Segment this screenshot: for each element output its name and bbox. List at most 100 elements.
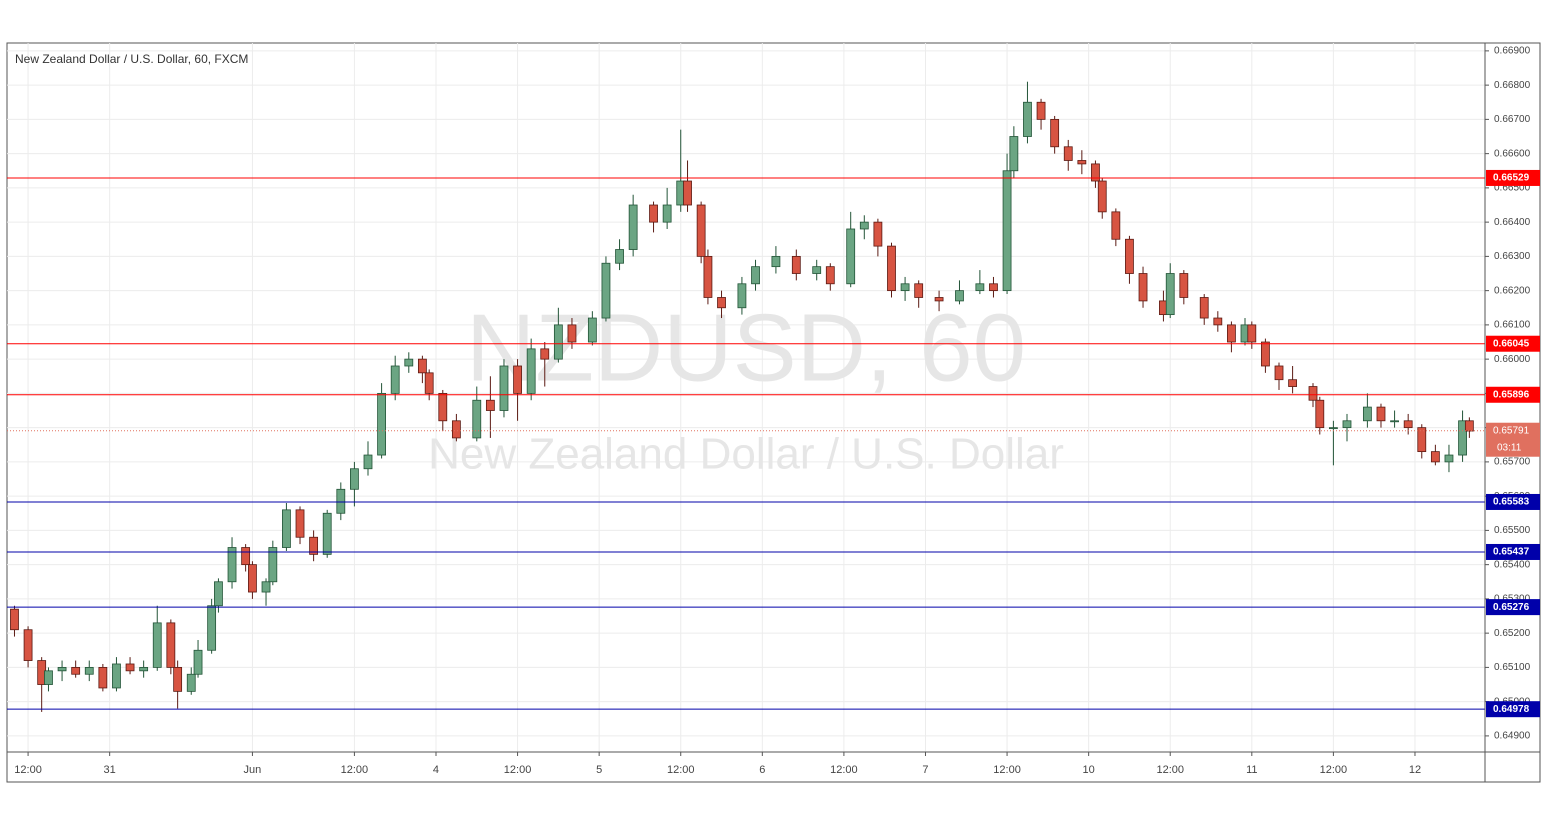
level-label: 0.65276 <box>1493 602 1530 613</box>
candle-body <box>227 547 237 583</box>
y-tick-label: 0.66500 <box>1494 183 1531 194</box>
candle-body <box>261 581 271 593</box>
axes: 0.649000.650000.651000.652000.653000.654… <box>14 46 1540 776</box>
y-tick-label: 0.66800 <box>1494 80 1531 91</box>
candle-body <box>390 365 400 394</box>
candle-body <box>173 666 183 692</box>
candle-body <box>737 283 747 309</box>
level-label: 0.66045 <box>1493 338 1530 349</box>
candle-body <box>662 204 672 223</box>
y-tick-label: 0.66400 <box>1494 217 1531 228</box>
candle-body <box>1091 163 1100 182</box>
candle-body <box>1274 365 1284 381</box>
level-label: 0.65437 <box>1493 547 1530 558</box>
watermark-subtitle: New Zealand Dollar / U.S. Dollar <box>428 430 1064 479</box>
candle-body <box>1002 170 1012 292</box>
x-tick-label: 10 <box>1083 764 1095 776</box>
candle-body <box>1315 399 1325 429</box>
candle-body <box>649 204 658 223</box>
candle-body <box>1227 324 1236 343</box>
candle-body <box>1430 451 1440 463</box>
candle-body <box>472 399 482 439</box>
y-tick-label: 0.66300 <box>1494 251 1531 262</box>
y-tick-label: 0.66000 <box>1494 354 1531 365</box>
candle-body <box>683 180 692 206</box>
candle-body <box>1213 317 1223 326</box>
level-label: 0.64978 <box>1493 704 1530 715</box>
level-label-bg <box>1486 543 1540 560</box>
candle-body <box>207 605 217 651</box>
x-tick-label: 11 <box>1246 764 1257 776</box>
candle-body <box>417 358 427 374</box>
level-label-bg <box>1486 493 1540 510</box>
x-tick-label: 12:00 <box>341 764 369 776</box>
candle-body <box>377 392 386 456</box>
x-tick-label: 12:00 <box>1320 764 1348 776</box>
frame <box>6 42 1541 783</box>
y-tick-label: 0.65700 <box>1494 457 1531 468</box>
candle-body <box>1464 420 1474 432</box>
grid <box>7 43 1485 752</box>
candle-body <box>526 348 536 394</box>
candle-body <box>1138 273 1148 302</box>
candle-body <box>152 622 162 668</box>
y-tick-label: 0.66600 <box>1494 148 1531 159</box>
candle-body <box>10 608 19 631</box>
candle-body <box>1165 273 1175 316</box>
candle-body <box>112 663 121 689</box>
candle-body <box>1288 379 1298 387</box>
candle-body <box>628 204 638 250</box>
x-tick-label: 12:00 <box>993 764 1021 776</box>
x-tick-label: 6 <box>759 764 765 776</box>
candle-body <box>1125 238 1134 274</box>
y-tick-label: 0.66900 <box>1494 46 1531 57</box>
x-tick-label: Jun <box>244 764 262 776</box>
candle-body <box>1342 420 1352 429</box>
plot <box>7 81 1485 712</box>
candle-body <box>1390 420 1399 423</box>
candle-body <box>336 488 346 514</box>
candle-body <box>1247 324 1257 343</box>
x-tick-label: 31 <box>104 764 116 776</box>
x-tick-label: 12:00 <box>667 764 695 776</box>
candle-body <box>282 509 291 548</box>
candle-body <box>553 324 563 360</box>
candle-body <box>1403 420 1413 429</box>
candle-body <box>1036 101 1046 120</box>
candle-body <box>615 249 624 264</box>
x-tick-label: 5 <box>596 764 602 776</box>
candle-body <box>485 399 495 411</box>
y-tick-label: 0.65300 <box>1494 594 1531 605</box>
candle-body <box>1009 136 1019 172</box>
candle-body <box>1362 406 1372 422</box>
watermark: NZDUSD, 60 <box>466 294 1026 401</box>
candle-body <box>1444 454 1454 463</box>
candle-body <box>1097 180 1107 213</box>
candle-body <box>1328 427 1338 430</box>
candle-body <box>771 255 781 268</box>
candle-body <box>989 283 998 292</box>
candle-body <box>193 649 203 675</box>
candle-body <box>1261 341 1270 367</box>
candle-body <box>241 547 251 566</box>
candle-body <box>424 372 434 394</box>
y-tick-label: 0.66700 <box>1494 114 1531 125</box>
candle-body <box>404 358 414 367</box>
candle-body <box>71 666 81 675</box>
candle-body <box>186 673 196 692</box>
level-label: 0.65583 <box>1493 497 1530 508</box>
y-tick-label: 0.65100 <box>1494 662 1531 673</box>
candle-body <box>248 564 257 593</box>
candle-body <box>1417 427 1427 453</box>
x-tick-label: 12:00 <box>504 764 532 776</box>
candle-body <box>1376 406 1386 422</box>
candle-body <box>1111 211 1121 240</box>
y-tick-label: 0.66100 <box>1494 320 1531 331</box>
x-tick-label: 7 <box>922 764 928 776</box>
candle-body <box>214 581 223 607</box>
candle-body <box>309 536 319 555</box>
candle-body <box>540 348 550 360</box>
candle-body <box>513 365 522 394</box>
